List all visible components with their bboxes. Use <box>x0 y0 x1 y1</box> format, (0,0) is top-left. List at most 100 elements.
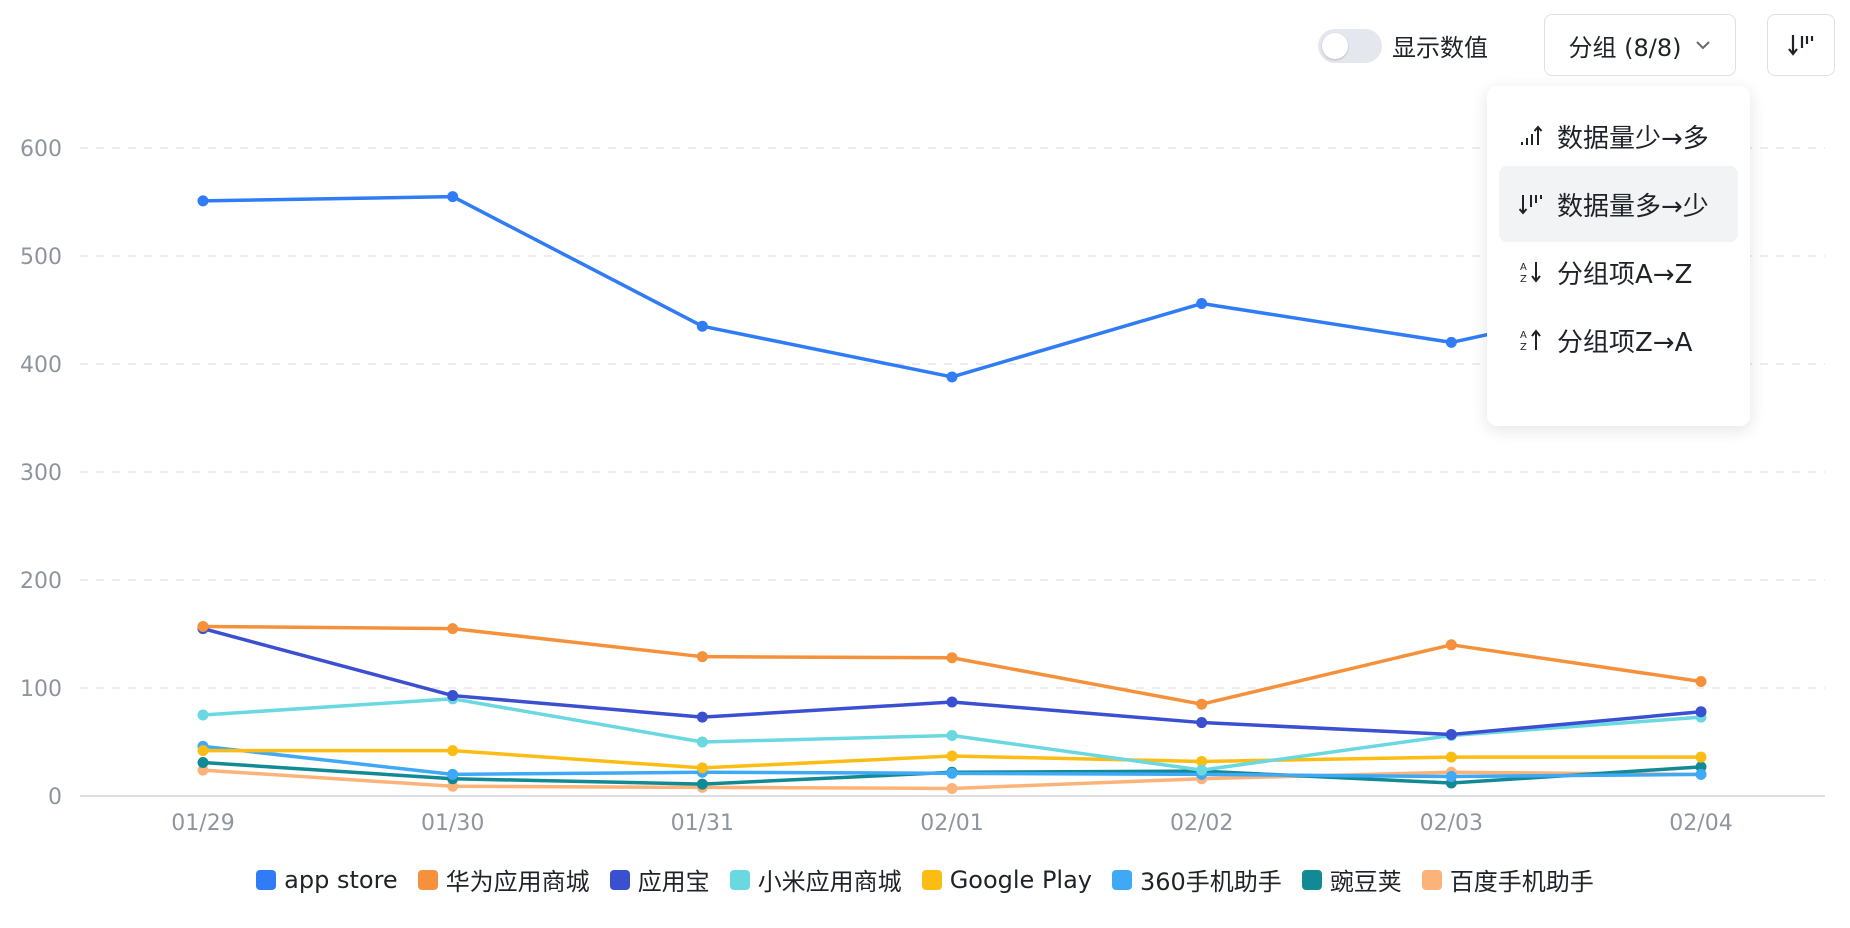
toggle-knob <box>1322 32 1348 59</box>
y-tick-label: 500 <box>20 245 62 270</box>
legend-item[interactable]: 华为应用商城 <box>417 862 590 897</box>
data-point <box>1695 706 1707 718</box>
data-point <box>1196 755 1208 767</box>
x-tick-label: 02/03 <box>1420 811 1483 836</box>
data-point <box>946 652 958 664</box>
series-line <box>202 194 1702 379</box>
data-point <box>946 730 958 742</box>
data-point <box>1445 751 1457 763</box>
legend-swatch <box>921 869 942 890</box>
data-point <box>1196 717 1208 729</box>
data-point <box>447 780 459 792</box>
data-point <box>1695 676 1707 688</box>
data-point <box>197 745 209 757</box>
group-select-button[interactable]: 分组 (8/8) <box>1544 14 1736 76</box>
series-line <box>202 624 1702 706</box>
data-point <box>447 623 459 635</box>
y-tick-label: 600 <box>20 137 62 162</box>
x-tick-label: 01/31 <box>671 811 734 836</box>
data-point <box>197 620 209 632</box>
data-point <box>1695 768 1707 780</box>
legend-label: 豌豆荚 <box>1329 868 1402 896</box>
menu-item-label: 分组项Z→A <box>1557 327 1693 358</box>
data-point <box>696 651 708 663</box>
x-tick-label: 02/04 <box>1669 811 1732 836</box>
show-values-control: 显示数值 <box>1318 28 1488 63</box>
legend-label: 小米应用商城 <box>757 868 902 896</box>
data-point <box>197 709 209 721</box>
y-tick-label: 300 <box>20 461 62 486</box>
legend-label: 应用宝 <box>637 868 710 896</box>
data-point <box>1695 751 1707 763</box>
legend-label: app store <box>284 865 398 894</box>
data-point <box>946 782 958 794</box>
legend-swatch <box>729 869 750 890</box>
data-point <box>1445 336 1457 348</box>
data-point <box>696 778 708 790</box>
data-point <box>946 696 958 708</box>
series-line <box>202 626 1702 737</box>
menu-item-sort-desc[interactable]: 数据量多→少 <box>1499 166 1738 242</box>
show-values-toggle[interactable] <box>1318 28 1382 63</box>
legend-item[interactable]: 应用宝 <box>609 862 710 897</box>
legend-label: 华为应用商城 <box>445 868 590 896</box>
sort-button[interactable] <box>1767 14 1835 76</box>
legend-swatch <box>609 869 630 890</box>
legend-label: Google Play <box>949 865 1092 894</box>
menu-item-label: 数据量少→多 <box>1557 123 1709 154</box>
data-point <box>447 768 459 780</box>
chevron-down-icon <box>1696 41 1711 50</box>
chart-toolbar: 显示数值 分组 (8/8) <box>950 14 1850 78</box>
data-point <box>1695 761 1707 773</box>
group-select-label: 分组 (8/8) <box>1568 33 1682 62</box>
sort-descending-icon <box>1788 35 1814 56</box>
data-point <box>1196 764 1208 776</box>
data-point <box>1445 771 1457 783</box>
y-tick-label: 200 <box>20 569 62 594</box>
y-tick-label: 400 <box>20 353 62 378</box>
sort-ascending-icon <box>1521 125 1543 145</box>
menu-item-label: 分组项A→Z <box>1557 259 1693 290</box>
menu-item-sort-z-a[interactable]: A Z 分组项Z→A <box>1499 302 1738 378</box>
menu-item-sort-asc[interactable]: 数据量少→多 <box>1499 98 1738 174</box>
legend-item[interactable]: Google Play <box>921 862 1092 897</box>
data-point <box>946 371 958 383</box>
sort-descending-icon <box>1519 195 1542 215</box>
x-tick-label: 02/01 <box>920 811 983 836</box>
data-point <box>197 757 209 769</box>
menu-item-sort-a-z[interactable]: A Z 分组项A→Z <box>1499 234 1738 310</box>
legend-label: 360手机助手 <box>1140 868 1282 896</box>
x-tick-label: 01/30 <box>421 811 484 836</box>
y-tick-label: 0 <box>48 785 62 810</box>
chart-legend: app store 华为应用商城 应用宝 小米应用商城 Google Play 360手机… <box>0 862 1850 897</box>
data-point <box>447 191 459 203</box>
x-tick-label: 01/29 <box>171 811 234 836</box>
legend-swatch <box>256 869 277 890</box>
data-point <box>696 762 708 774</box>
legend-label: 百度手机助手 <box>1449 868 1594 896</box>
show-values-label: 显示数值 <box>1392 34 1488 62</box>
x-tick-label: 02/02 <box>1170 811 1233 836</box>
menu-item-label: 数据量多→少 <box>1557 191 1709 222</box>
data-point <box>447 745 459 757</box>
data-point <box>696 711 708 723</box>
svg-text:A: A <box>1520 262 1527 273</box>
sort-z-a-icon: A Z <box>1520 329 1541 353</box>
svg-text:A: A <box>1520 330 1527 341</box>
data-point <box>1445 728 1457 740</box>
data-point <box>447 690 459 702</box>
data-point <box>197 764 209 776</box>
data-point <box>1445 639 1457 651</box>
svg-text:Z: Z <box>1520 342 1527 353</box>
y-tick-label: 100 <box>20 677 62 702</box>
legend-item[interactable]: 360手机助手 <box>1112 862 1282 897</box>
legend-swatch <box>1421 869 1442 890</box>
legend-item[interactable]: 百度手机助手 <box>1421 862 1594 897</box>
legend-item[interactable]: 豌豆荚 <box>1301 862 1402 897</box>
data-point <box>1196 698 1208 710</box>
legend-item[interactable]: 小米应用商城 <box>729 862 902 897</box>
legend-item[interactable]: app store <box>256 862 398 897</box>
svg-text:Z: Z <box>1520 274 1527 285</box>
sort-dropdown-menu: 数据量少→多 数据量多→少 A Z 分组项A→Z A Z 分组项Z→A <box>1487 86 1750 426</box>
